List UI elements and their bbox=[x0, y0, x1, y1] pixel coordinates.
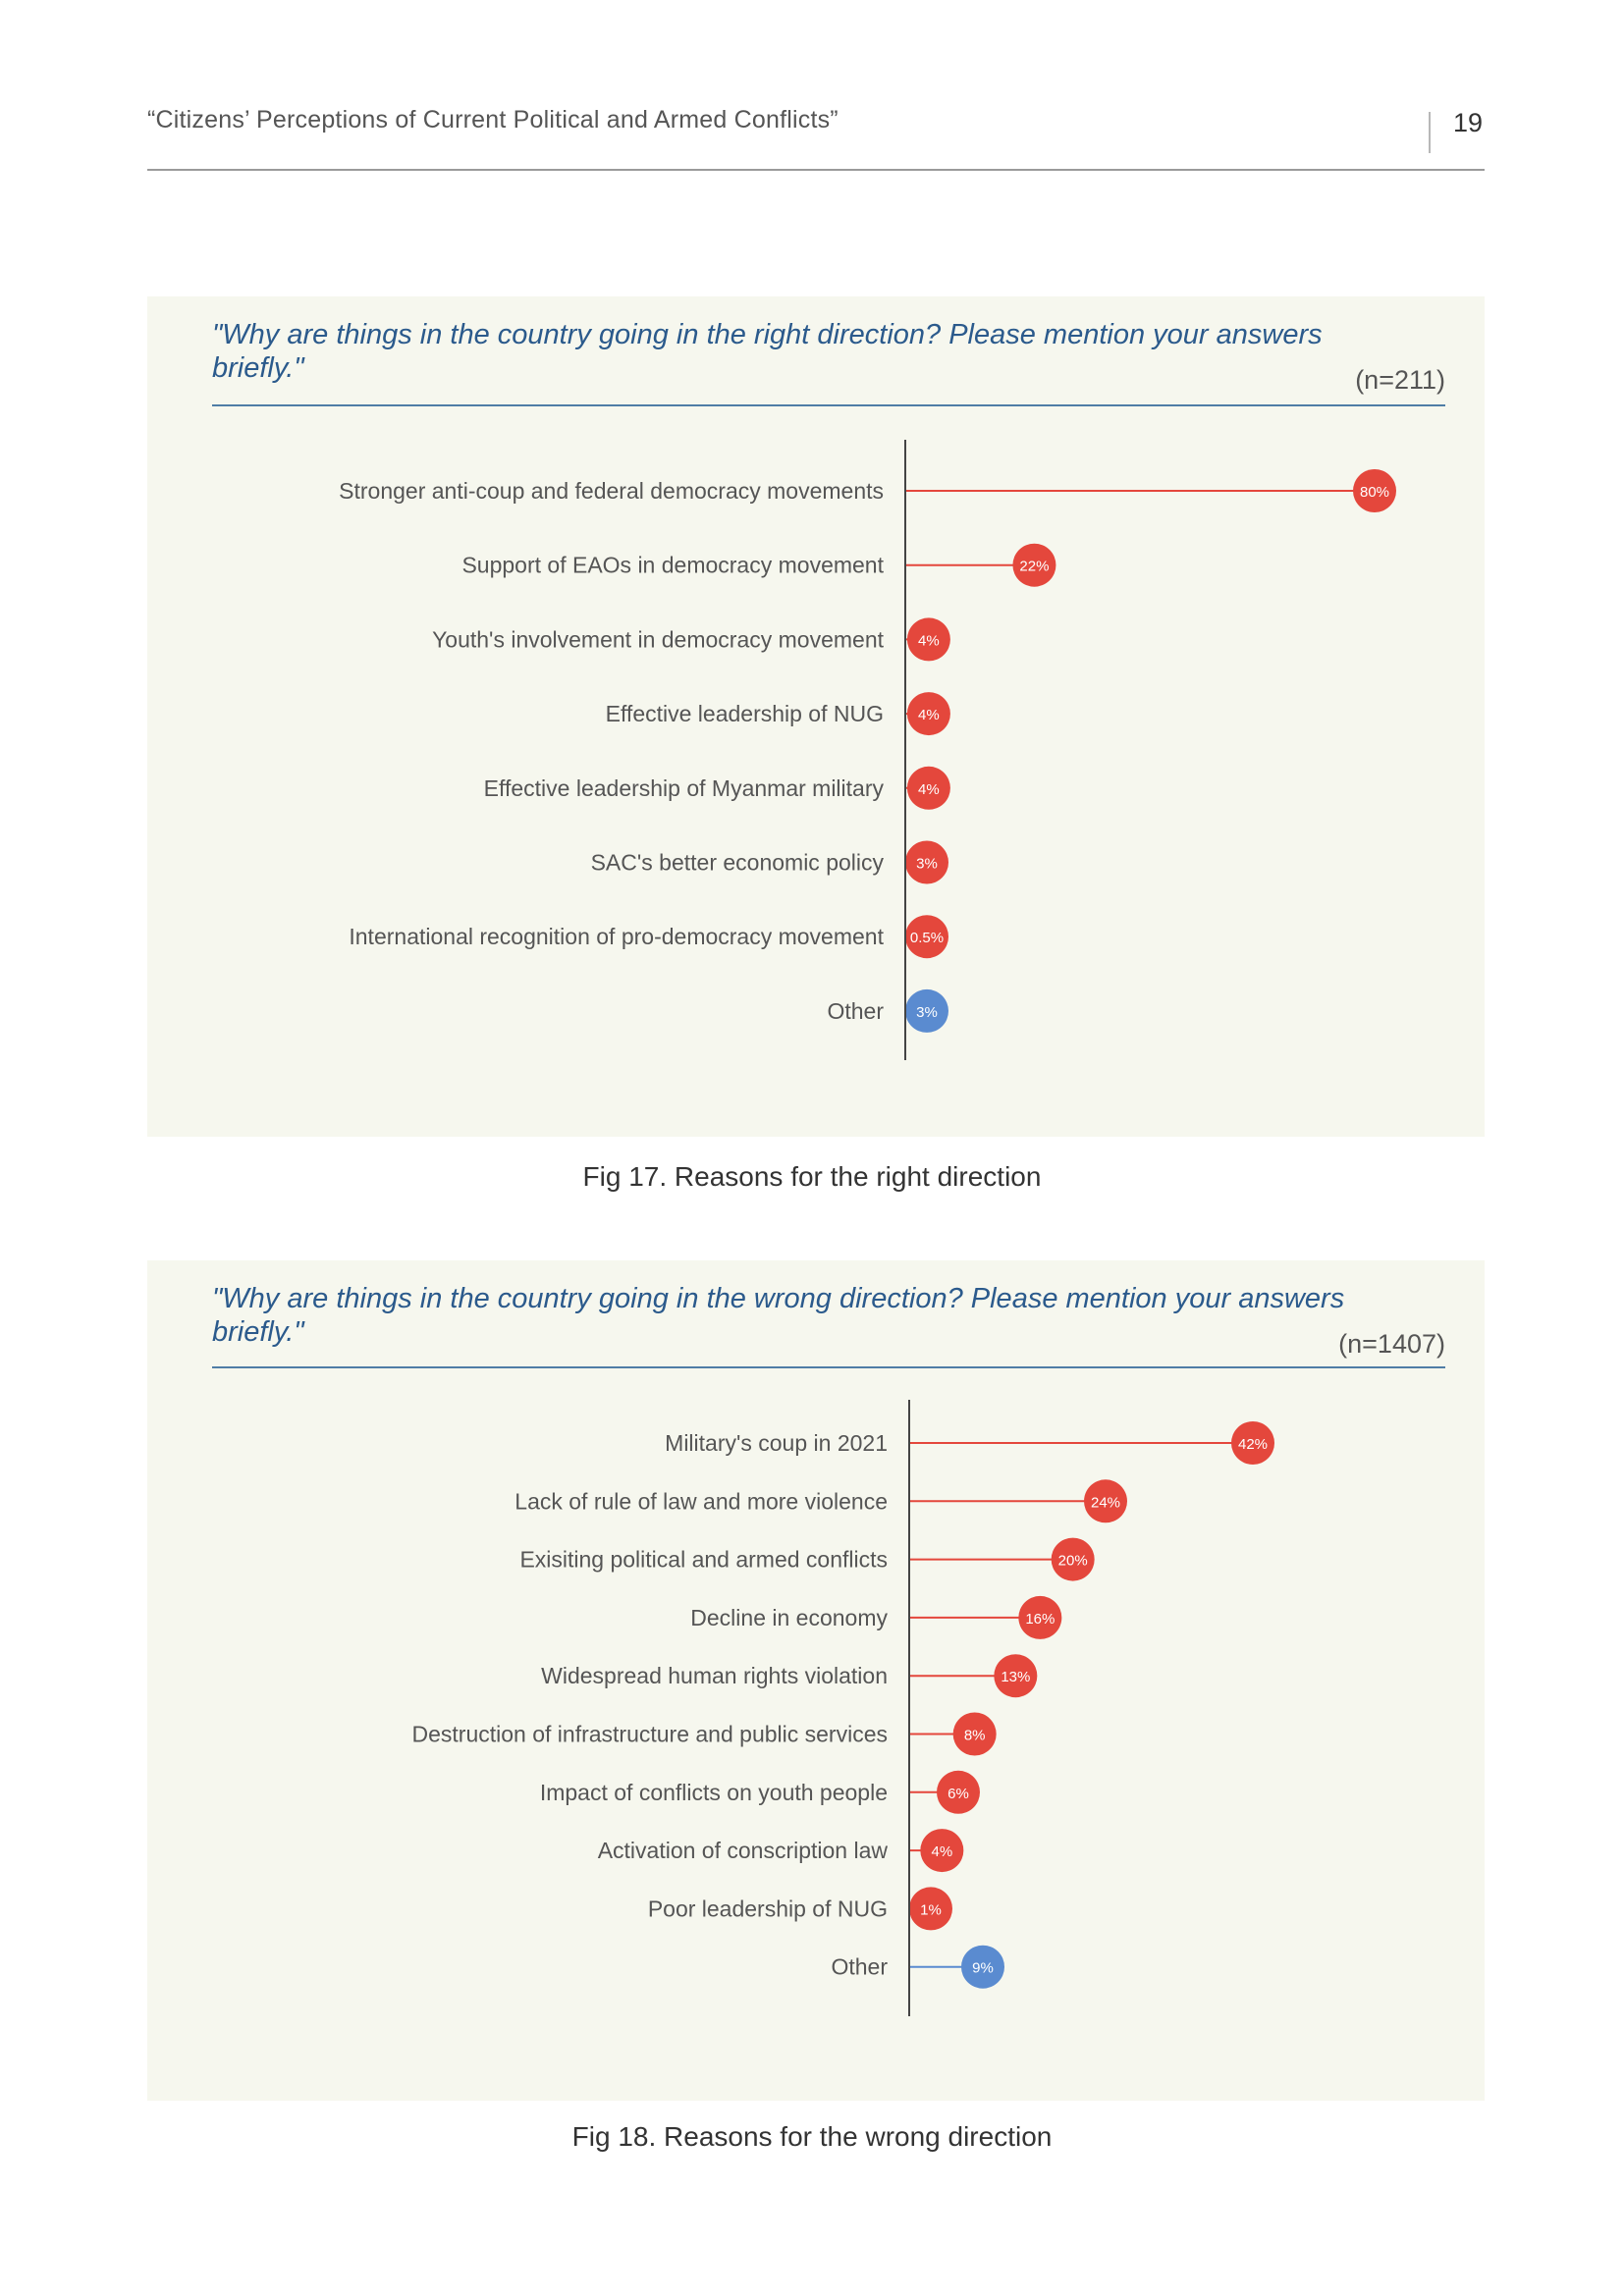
fig18-category-label-9: Other bbox=[831, 1954, 888, 1980]
fig17-category-label-5: SAC's better economic policy bbox=[591, 850, 885, 876]
fig17-value-label-0: 80% bbox=[1360, 484, 1389, 501]
fig17-value-label-4: 4% bbox=[918, 781, 940, 798]
fig17-value-label-3: 4% bbox=[918, 707, 940, 723]
fig17-dot-5 bbox=[905, 840, 948, 884]
fig18-category-label-8: Poor leadership of NUG bbox=[648, 1896, 888, 1921]
figure-17-caption: Fig 17. Reasons for the right direction bbox=[582, 1161, 1042, 1192]
figure-17-question-rule bbox=[212, 404, 1445, 406]
fig17-category-label-2: Youth's involvement in democracy movemen… bbox=[432, 626, 885, 652]
fig17-category-label-4: Effective leadership of Myanmar military bbox=[484, 775, 885, 801]
fig18-dot-7 bbox=[920, 1829, 964, 1873]
fig17-category-label-3: Effective leadership of NUG bbox=[606, 701, 884, 726]
fig18-dot-0 bbox=[1231, 1421, 1274, 1465]
fig18-value-label-5: 8% bbox=[964, 1728, 986, 1744]
fig18-dot-6 bbox=[937, 1770, 980, 1814]
fig18-value-label-8: 1% bbox=[920, 1901, 942, 1918]
figure-18-question-rule bbox=[212, 1366, 1445, 1368]
fig17-value-label-1: 22% bbox=[1019, 559, 1049, 575]
fig18-dot-5 bbox=[952, 1712, 997, 1756]
fig18-category-label-7: Activation of conscription law bbox=[598, 1838, 889, 1863]
fig17-dot-7 bbox=[905, 988, 948, 1033]
fig17-value-label-6: 0.5% bbox=[910, 930, 944, 946]
running-title: “Citizens’ Perceptions of Current Politi… bbox=[147, 106, 839, 133]
fig17-dot-4 bbox=[906, 766, 950, 810]
fig18-category-label-6: Impact of conflicts on youth people bbox=[540, 1780, 888, 1805]
fig17-category-label-0: Stronger anti-coup and federal democracy… bbox=[339, 478, 884, 504]
fig18-category-label-5: Destruction of infrastructure and public… bbox=[412, 1722, 889, 1747]
fig18-value-label-1: 24% bbox=[1091, 1494, 1120, 1511]
fig17-dot-3 bbox=[906, 692, 950, 736]
fig18-value-label-6: 6% bbox=[947, 1786, 969, 1802]
fig18-dot-8 bbox=[909, 1887, 952, 1931]
page-number: 19 bbox=[1453, 108, 1484, 137]
fig18-dot-2 bbox=[1051, 1537, 1095, 1581]
fig17-category-label-7: Other bbox=[827, 998, 884, 1024]
figure-18-caption: Fig 18. Reasons for the wrong direction bbox=[571, 2121, 1053, 2152]
figure-18-question: "Why are things in the country going in … bbox=[212, 1283, 1345, 1348]
fig17-dot-2 bbox=[906, 617, 950, 662]
fig18-value-label-9: 9% bbox=[972, 1960, 994, 1977]
fig17-dot-0 bbox=[1353, 469, 1396, 512]
figure-17-chart: 80% Stronger anti-coup and federal democr… bbox=[339, 440, 1396, 1060]
fig18-category-label-3: Decline in economy bbox=[690, 1605, 888, 1630]
fig18-category-label-4: Widespread human rights violation bbox=[541, 1663, 888, 1688]
fig17-dot-1 bbox=[1012, 543, 1056, 587]
fig17-value-label-5: 3% bbox=[916, 856, 938, 873]
fig18-category-label-0: Military's coup in 2021 bbox=[665, 1430, 888, 1456]
fig18-value-label-0: 42% bbox=[1238, 1436, 1268, 1453]
fig17-value-label-7: 3% bbox=[916, 1004, 938, 1021]
figure-18-chart: 42% Military's coup in 2021 24% Lack of rul… bbox=[412, 1400, 1274, 2016]
figure-18-sample-size: (n=1407) bbox=[1338, 1329, 1445, 1359]
fig17-category-label-1: Support of EAOs in democracy movement bbox=[461, 553, 884, 578]
fig18-dot-3 bbox=[1018, 1595, 1062, 1639]
fig17-category-label-6: International recognition of pro-democra… bbox=[349, 924, 884, 949]
fig18-value-label-7: 4% bbox=[931, 1843, 952, 1860]
fig18-value-label-3: 16% bbox=[1025, 1611, 1055, 1628]
header-rule bbox=[147, 169, 1485, 171]
figure-17-question: "Why are things in the country going in … bbox=[212, 319, 1323, 384]
fig18-category-label-2: Exisiting political and armed conflicts bbox=[519, 1547, 888, 1573]
fig18-dot-4 bbox=[994, 1654, 1038, 1698]
fig17-value-label-2: 4% bbox=[918, 632, 940, 649]
fig17-dot-6 bbox=[905, 915, 948, 959]
fig18-category-label-1: Lack of rule of law and more violence bbox=[514, 1488, 888, 1514]
figure-17-panel: "Why are things in the country going in … bbox=[147, 296, 1485, 1137]
figure-17-sample-size: (n=211) bbox=[1355, 365, 1445, 395]
fig18-value-label-4: 13% bbox=[1001, 1669, 1030, 1685]
fig18-dot-9 bbox=[961, 1945, 1004, 1989]
header-separator bbox=[1429, 112, 1431, 153]
fig18-value-label-2: 20% bbox=[1058, 1553, 1088, 1570]
figure-18-panel: "Why are things in the country going in … bbox=[147, 1260, 1485, 2101]
fig18-dot-1 bbox=[1084, 1479, 1127, 1523]
